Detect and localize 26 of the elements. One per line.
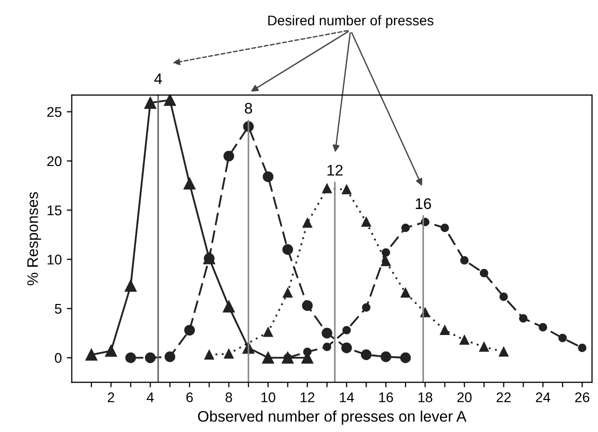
annotation: 16 (416, 198, 432, 210)
x-tick-label: 12 (300, 392, 314, 402)
x-tick-label: 18 (418, 392, 432, 402)
annotation: 4 (154, 73, 162, 84)
annotation: 8 (244, 102, 252, 114)
annotation: 12 (328, 164, 343, 176)
x-axis-title: Observed number of presses on lever A (198, 410, 466, 425)
x-tick-label: 26 (575, 392, 590, 402)
y-tick-label: 20 (47, 156, 62, 166)
y-axis-title: % Responses (27, 192, 42, 286)
y-tick-label: 0 (54, 353, 62, 363)
x-tick-label: 10 (261, 392, 276, 402)
x-tick-label: 8 (226, 392, 232, 402)
y-tick-label: 15 (48, 206, 62, 216)
y-tick-label: 25 (47, 107, 62, 117)
x-tick-label: 22 (496, 392, 511, 402)
x-tick-label: 2 (108, 392, 114, 402)
x-tick-label: 20 (457, 392, 472, 402)
x-tick-label: 6 (186, 392, 193, 402)
x-tick-label: 16 (379, 392, 393, 402)
x-tick-label: 4 (146, 392, 154, 402)
x-tick-label: 14 (340, 392, 354, 402)
x-tick-label: 24 (536, 392, 550, 402)
y-tick-label: 5 (54, 304, 62, 314)
y-tick-label: 10 (48, 254, 62, 265)
text: Desired number of presses (268, 15, 434, 28)
